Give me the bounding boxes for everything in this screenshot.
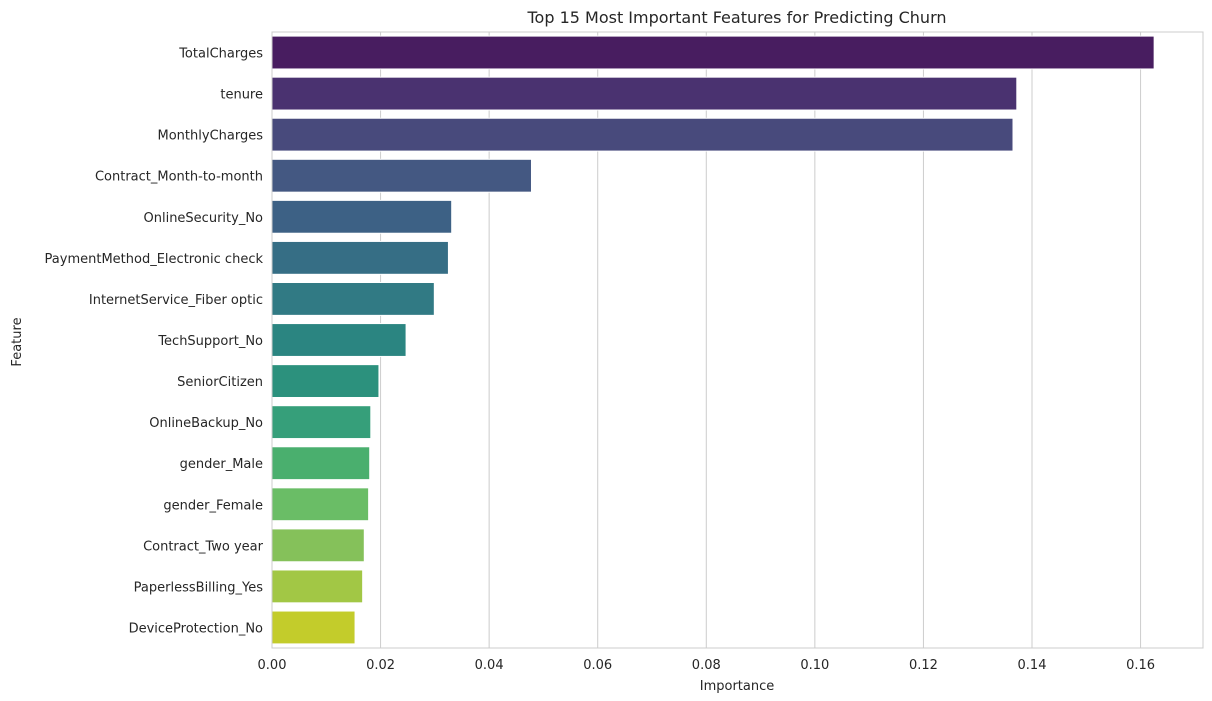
x-tick-label: 0.16 [1126, 658, 1155, 673]
feature-label: OnlineSecurity_No [144, 211, 264, 226]
feature-label: InternetService_Fiber optic [89, 293, 263, 308]
bar [271, 610, 356, 645]
bar [271, 35, 1155, 70]
feature-label: tenure [220, 88, 263, 103]
bar [271, 487, 370, 522]
bar [271, 240, 449, 275]
bar [271, 323, 407, 357]
bar [271, 158, 532, 193]
bar [271, 76, 1018, 111]
x-tick-label: 0.08 [692, 658, 721, 673]
feature-label: SeniorCitizen [177, 375, 263, 390]
x-tick-label: 0.04 [475, 658, 504, 673]
x-axis-label: Importance [700, 679, 775, 694]
y-axis-label: Feature [10, 317, 25, 366]
bar [271, 446, 371, 481]
x-tick-label: 0.00 [258, 658, 287, 673]
feature-label: DeviceProtection_No [129, 621, 263, 636]
chart-title: Top 15 Most Important Features for Predi… [526, 8, 946, 27]
x-tick-label: 0.06 [583, 658, 612, 673]
bar [271, 405, 372, 440]
bar [271, 528, 365, 563]
feature-label: TechSupport_No [157, 334, 263, 349]
plot-frame [271, 31, 1204, 649]
x-tick-label: 0.14 [1018, 658, 1047, 673]
bar [271, 569, 364, 604]
feature-label: PaymentMethod_Electronic check [45, 252, 264, 267]
x-tick-label: 0.12 [909, 658, 938, 673]
x-tick-label: 0.10 [800, 658, 829, 673]
x-tick-label: 0.02 [366, 658, 395, 673]
feature-label: PaperlessBilling_Yes [134, 580, 264, 595]
bars [271, 35, 1155, 645]
feature-label: gender_Female [163, 498, 263, 513]
feature-label: Contract_Month-to-month [95, 170, 263, 185]
feature-label: TotalCharges [178, 47, 263, 62]
feature-labels: TotalCharges tenure MonthlyCharges Contract… [45, 47, 264, 637]
feature-label: MonthlyCharges [158, 129, 264, 144]
feature-label: Contract_Two year [143, 539, 264, 554]
bar [271, 282, 435, 316]
bar [271, 199, 453, 234]
feature-label: OnlineBackup_No [149, 416, 263, 431]
bar [271, 364, 380, 398]
feature-label: gender_Male [180, 457, 263, 472]
bar [271, 117, 1014, 152]
x-tick-labels: 0.00 0.02 0.04 0.06 0.08 0.10 0.12 0.14 0.16 [258, 658, 1156, 673]
